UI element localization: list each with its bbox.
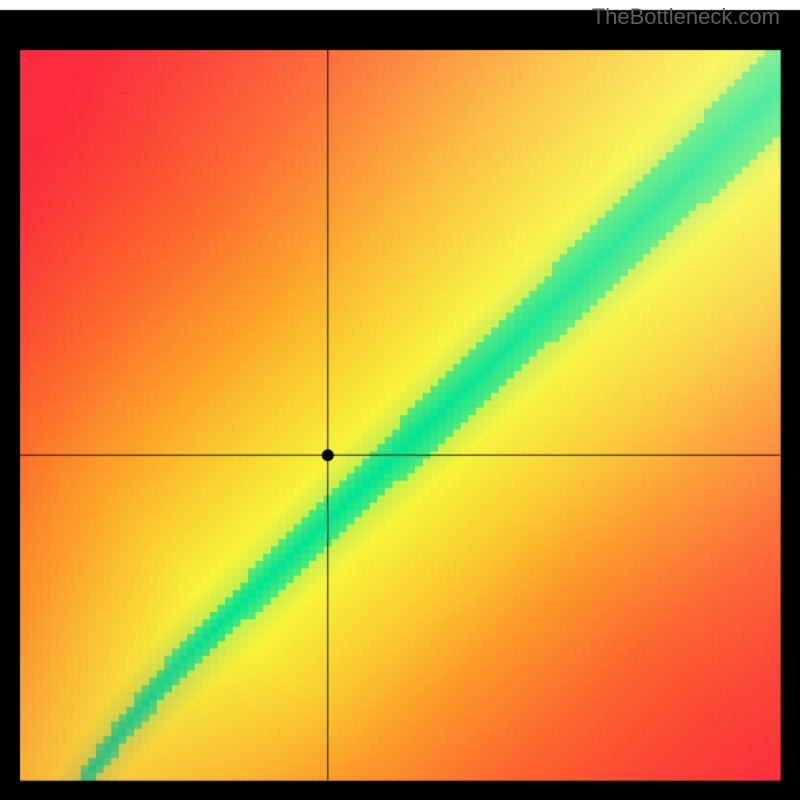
watermark-text: TheBottleneck.com [592,4,780,30]
chart-container: TheBottleneck.com [0,0,800,800]
bottleneck-heatmap [0,0,800,800]
